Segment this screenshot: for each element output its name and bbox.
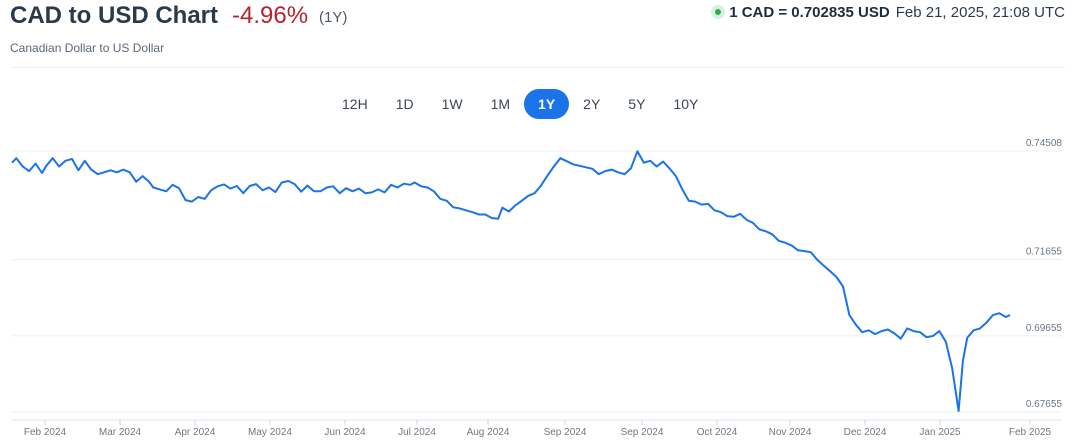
tab-5y[interactable]: 5Y bbox=[628, 96, 646, 112]
x-tick-label: Dec 2024 bbox=[844, 427, 887, 438]
live-status-icon bbox=[711, 5, 726, 19]
x-tick-label: Jan 2025 bbox=[919, 427, 961, 438]
x-tick-label: Sep 2024 bbox=[544, 427, 587, 438]
tab-1d[interactable]: 1D bbox=[395, 96, 414, 112]
x-tick-label: Apr 2024 bbox=[175, 427, 216, 438]
tab-1m[interactable]: 1M bbox=[490, 96, 511, 112]
rate-timestamp: Feb 21, 2025, 21:08 UTC bbox=[895, 4, 1065, 21]
y-axis: 0.74508 0.71655 0.69655 0.67655 bbox=[1026, 138, 1063, 410]
series-line bbox=[11, 150, 1011, 412]
period-label: (1Y) bbox=[319, 9, 348, 26]
chart-series bbox=[11, 150, 1011, 412]
x-tick-label: Oct 2024 bbox=[697, 427, 738, 438]
x-axis: Feb 2024 Mar 2024 Apr 2024 May 2024 Jun 2024… bbox=[24, 420, 1052, 438]
x-tick-label: Jun 2024 bbox=[324, 427, 366, 438]
y-tick-label: 0.71655 bbox=[1026, 247, 1063, 258]
range-tabs: 12H 1D 1W 1M 1Y 2Y 5Y 10Y bbox=[328, 89, 712, 119]
y-tick-label: 0.67655 bbox=[1026, 399, 1063, 410]
chart-grid bbox=[12, 150, 1062, 421]
tab-2y[interactable]: 2Y bbox=[583, 96, 601, 112]
tab-12h[interactable]: 12H bbox=[342, 96, 368, 112]
y-tick-label: 0.74508 bbox=[1026, 138, 1063, 149]
tab-1w[interactable]: 1W bbox=[441, 96, 463, 112]
pair-subtitle: Canadian Dollar to US Dollar bbox=[10, 41, 165, 55]
rate-value: 1 CAD = 0.702835 USD bbox=[729, 4, 890, 21]
chart-header: CAD to USD Chart -4.96% (1Y) Canadian Do… bbox=[10, 0, 1065, 66]
x-tick-label: Sep 2024 bbox=[621, 427, 664, 438]
x-tick-label: Mar 2024 bbox=[99, 427, 142, 438]
rate-chart: 0.74508 0.71655 0.69655 0.67655 Feb 2024 Mar… bbox=[11, 138, 1063, 438]
header-divider bbox=[10, 67, 1065, 68]
x-tick-label: Feb 2024 bbox=[24, 427, 67, 438]
x-tick-label: Jul 2024 bbox=[398, 427, 436, 438]
page-title: CAD to USD Chart bbox=[10, 2, 218, 29]
x-tick-label: Feb 2025 bbox=[1009, 427, 1052, 438]
y-tick-label: 0.69655 bbox=[1026, 323, 1063, 334]
live-rate: 1 CAD = 0.702835 USD Feb 21, 2025, 21:08 … bbox=[711, 4, 1065, 22]
x-tick-label: May 2024 bbox=[248, 427, 292, 438]
tab-1y[interactable]: 1Y bbox=[524, 89, 570, 119]
x-tick-label: Nov 2024 bbox=[769, 427, 812, 438]
tab-10y[interactable]: 10Y bbox=[673, 96, 699, 112]
percent-change: -4.96% bbox=[232, 2, 309, 29]
x-tick-label: Aug 2024 bbox=[467, 427, 510, 438]
